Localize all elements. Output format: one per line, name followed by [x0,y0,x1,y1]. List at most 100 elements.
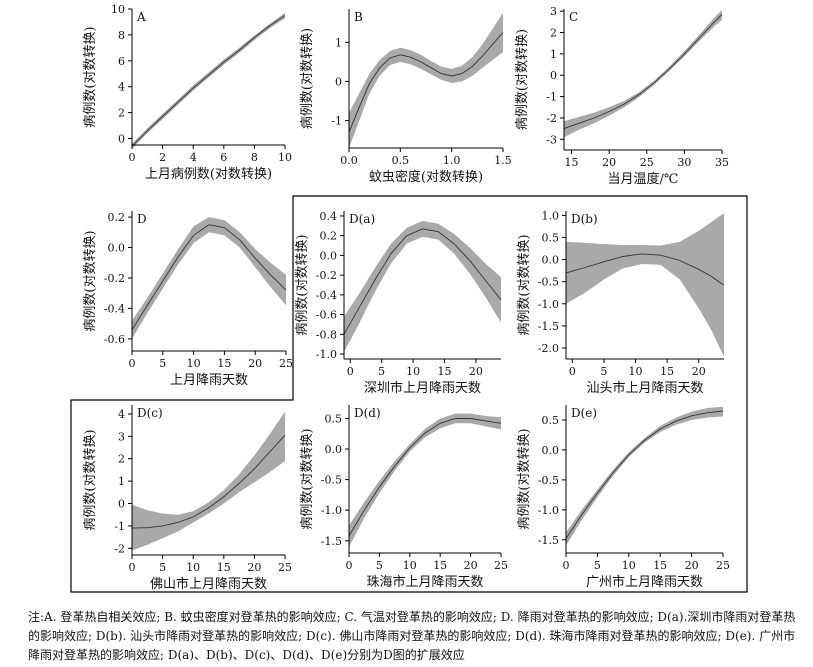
y-tick-label: 0 [118,498,125,511]
y-tick-label: 0.5 [542,232,560,245]
x-tick-label: 5 [594,559,601,572]
x-tick-label: 0.0 [340,154,358,167]
y-tick-label: -0.6 [316,309,337,322]
x-axis-label: 珠海市上月降雨天数 [366,574,483,590]
y-tick-label: -1.0 [538,504,559,517]
fit-line [343,228,502,335]
x-tick-label: 15 [660,365,674,378]
y-tick-label: -0.2 [316,269,337,282]
panel-letter: D(c) [137,406,163,420]
y-tick-label: 0.0 [542,254,560,267]
fit-line [565,253,725,286]
y-tick-label: 6 [118,55,125,68]
x-axis-label: 上月病例数(对数转换) [145,167,272,182]
x-tick-label: 10 [187,357,201,370]
y-tick-label: 0.2 [108,211,126,224]
y-tick-label: -1.5 [538,534,559,547]
y-tick-label: -0.6 [104,333,125,346]
x-tick-label: 1.0 [443,154,461,167]
y-tick-label: -0.4 [104,302,125,315]
panel-letter: A [136,10,146,24]
fit-line [565,410,724,539]
y-tick-label: -2 [546,112,557,125]
y-tick-label: 0 [550,69,557,82]
confidence-band [344,220,501,353]
panel-Dc: -2 -1 0 1 2 3 4 0 5 10 15 20 25 佛山市上月降雨天数 病例数(对数转换) D(c… [83,405,292,592]
panel-B: -1 0 1 0.0 0.5 1.0 1.5 蚊虫密度(对数转换) 病例数(对数转换) B [300,9,512,185]
x-axis-label: 汕头市上月降雨天数 [586,380,703,396]
y-tick-label: 4 [118,81,125,94]
x-tick-label: 4 [190,151,197,164]
x-tick-label: 5 [159,561,166,574]
x-tick-label: 5 [600,365,607,378]
x-tick-label: 10 [629,365,643,378]
x-tick-label: 20 [692,365,706,378]
x-tick-label: 0 [129,151,136,164]
y-tick-label: -1 [114,520,125,533]
confidence-band [132,12,285,149]
x-tick-label: 0 [129,561,136,574]
y-axis-label: 病例数(对数转换) [83,26,98,127]
panel-letter: C [569,10,578,24]
y-tick-label: -0.2 [104,272,125,285]
y-tick-label: 2 [118,453,125,466]
y-tick-label: -2 [114,542,125,555]
y-tick-label: -1 [331,115,342,128]
x-tick-label: 20 [469,365,483,378]
y-tick-label: 1 [118,475,125,488]
confidence-band [132,217,286,339]
confidence-band [132,411,285,551]
y-axis-label: 病例数(对数转换) [295,234,310,335]
y-tick-label: 1 [335,36,342,49]
x-tick-label: 25 [278,561,292,574]
x-tick-label: 10 [186,561,200,574]
y-tick-label: 0.4 [320,210,338,223]
panel-A: 0 2 4 6 8 10 0 2 4 6 8 10 上月病例数(对数转换) 病例数(对数转换) A [83,3,292,182]
y-tick-label: -1.0 [538,298,559,311]
x-tick-label: 0 [347,365,354,378]
y-axis-label: 病例数(对数转换) [517,428,532,529]
y-tick-label: -2.0 [538,342,559,355]
fit-line [563,13,723,130]
x-tick-label: 30 [677,156,691,169]
y-axis-label: 病例数(对数转换) [517,234,532,335]
panel-Dd: -1.5 -1.0 -0.5 0.0 0.5 0 5 10 15 20 25 珠海市上月降雨天数 病例数… [300,405,508,590]
x-tick-label: 20 [685,559,699,572]
y-tick-label: -1.5 [538,320,559,333]
y-axis-label: 病例数(对数转换) [300,428,315,529]
x-tick-label: 20 [464,559,478,572]
confidence-band [566,406,723,546]
x-axis-label: 深圳市上月降雨天数 [364,380,481,396]
x-axis-label: 广州市上月降雨天数 [586,574,703,590]
y-tick-label: -1.0 [321,504,342,517]
x-tick-label: 15 [217,561,231,574]
y-tick-label: -0.4 [316,289,337,302]
y-tick-label: -1.0 [316,348,337,361]
y-tick-label: 0.5 [542,414,560,427]
y-tick-label: 0.5 [325,412,343,425]
x-tick-label: 2 [159,151,166,164]
y-tick-label: 0.0 [108,242,126,255]
fit-line [131,224,287,330]
x-tick-label: 0.5 [392,154,410,167]
x-tick-label: 10 [622,559,636,572]
y-axis-label: 病例数(对数转换) [83,429,98,530]
fit-line [348,418,502,537]
y-tick-label: -3 [546,133,557,146]
y-tick-label: 3 [118,430,125,443]
x-axis-label: 蚊虫密度(对数转换) [369,169,483,185]
fit-line [348,32,504,133]
x-tick-label: 15 [565,156,579,169]
panel-Da: -1.0 -0.8 -0.6 -0.4 -0.2 0.0 0.2 0.4 0 5 10 15 20 深圳市… [295,210,502,396]
x-tick-label: 25 [716,559,730,572]
y-tick-label: 0.0 [320,249,338,262]
confidence-band [564,10,722,138]
y-tick-label: -0.5 [538,474,559,487]
y-tick-label: -1 [546,91,557,104]
panel-C: -3 -2 -1 0 1 2 3 15 20 25 30 35 当月温度/℃ 病例数(对数转换) C [515,5,729,187]
y-tick-label: 3 [550,5,557,18]
panel-letter: D [137,212,147,226]
figure-note: 注:A. 登革热自相关效应; B. 蚊虫密度对登革热的影响效应; C. 气温对登… [28,610,796,662]
x-tick-label: 5 [159,357,166,370]
expansion-bracket [70,195,748,593]
